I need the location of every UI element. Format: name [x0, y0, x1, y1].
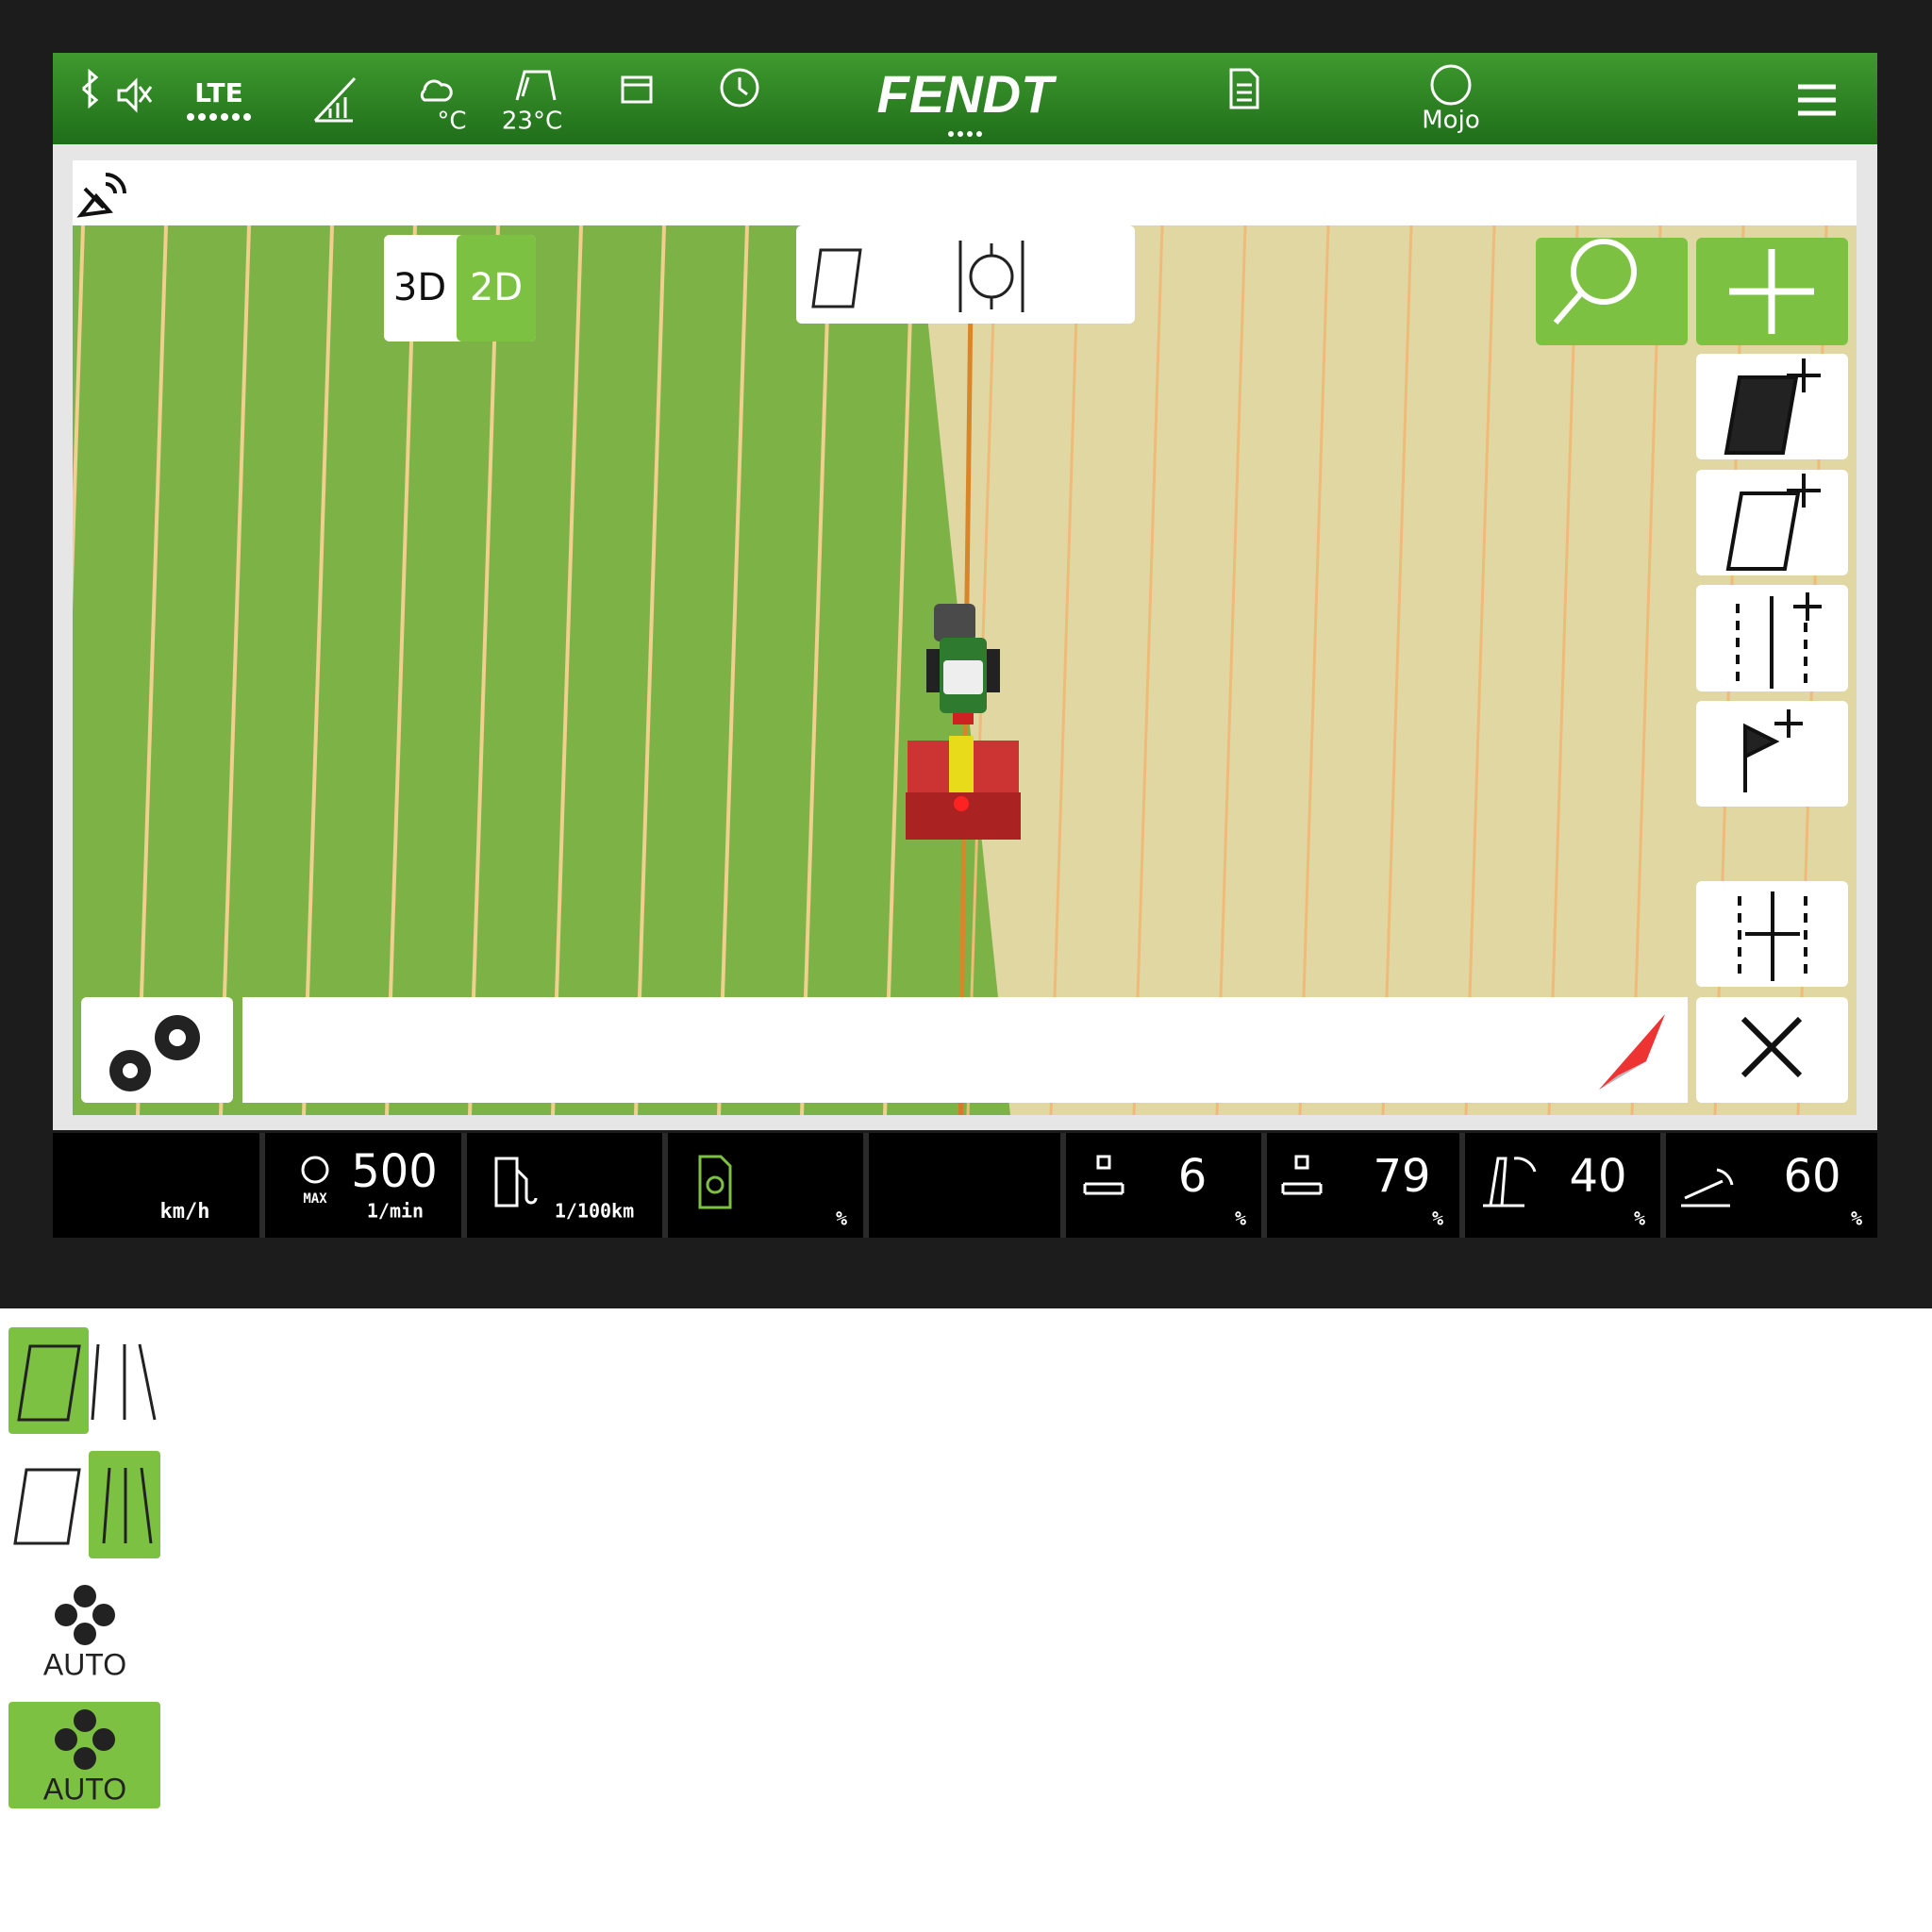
stripe: [1049, 225, 1081, 1115]
tractor: [906, 604, 1021, 1115]
stripe: [1464, 225, 1496, 1115]
user-name[interactable]: Mojo: [1422, 107, 1479, 135]
add-icon: [1729, 249, 1814, 334]
auto-label: AUTO: [43, 1647, 126, 1681]
cab-temperature: 23°C: [502, 108, 562, 136]
gauge-value: 40: [1569, 1150, 1626, 1203]
stripe: [1298, 225, 1330, 1115]
stripe: [634, 225, 666, 1115]
stripe: [800, 225, 832, 1115]
zoom-button[interactable]: [1536, 238, 1688, 345]
view-2d-active: [457, 235, 536, 341]
engine-speed: 500: [351, 1145, 438, 1198]
view-3d[interactable]: 3D: [393, 266, 446, 309]
status-icons: [82, 64, 1836, 123]
settings-icon: [109, 1015, 200, 1091]
tool-icons: [1724, 358, 1822, 1078]
view-2d[interactable]: 2D: [470, 266, 523, 309]
gauge-value: 6: [1178, 1150, 1208, 1203]
page-dots: [948, 131, 982, 137]
gauge-unit: %: [1851, 1208, 1862, 1230]
footer-icons: [301, 1155, 1734, 1209]
gps-icon: [76, 173, 126, 218]
stripe: [717, 225, 749, 1115]
track-mode-icon: [13, 1467, 153, 1545]
gauge-unit: %: [1634, 1208, 1645, 1230]
guidance-panel: [796, 225, 1135, 324]
stripe: [73, 225, 85, 611]
gauge-value: 79: [1373, 1150, 1430, 1203]
gauge-unit: %: [1235, 1208, 1246, 1230]
weather-unit: °C: [437, 108, 466, 136]
stripe: [883, 225, 915, 1115]
footer-bar: [53, 1133, 1877, 1238]
stripe: [302, 225, 334, 1115]
status-bar: [53, 53, 1877, 144]
auto-label-active: AUTO: [43, 1772, 126, 1806]
stripe: [1547, 225, 1579, 1115]
fuel-unit: 1/100km: [555, 1200, 634, 1223]
field-mode-icon: [17, 1343, 157, 1422]
add-field-outline[interactable]: [1696, 470, 1848, 575]
stripe: [1132, 225, 1164, 1115]
auto-icon: [55, 1585, 115, 1645]
gauge-unit: %: [1432, 1208, 1443, 1230]
stripe: [136, 225, 168, 1115]
stripe: [551, 225, 583, 1115]
guidance-icons: [811, 241, 1024, 312]
message-bar: [242, 997, 1688, 1103]
speed-unit: km/h: [160, 1200, 210, 1224]
legend: AUTO AUTO: [8, 1327, 160, 1808]
compass: [1599, 1014, 1665, 1090]
brand: FENDT: [877, 64, 1058, 124]
engine-max: MAX: [303, 1191, 327, 1207]
add-marker[interactable]: [1696, 701, 1848, 807]
stripe: [1630, 225, 1662, 1115]
gauge-value: 60: [1783, 1150, 1840, 1203]
lte-dots: [187, 113, 251, 121]
network: LTE: [194, 77, 242, 108]
auto-icon-active: [55, 1709, 115, 1770]
engine-unit: 1/min: [367, 1200, 424, 1223]
slip-unit: %: [836, 1208, 847, 1230]
compass-shadow: [1599, 1061, 1646, 1090]
hitch-gauges: 6%79%40%60%: [1178, 1150, 1862, 1230]
footer-separators: [259, 1133, 1666, 1238]
stripe: [1381, 225, 1413, 1115]
stripe: [1215, 225, 1247, 1115]
stripe: [219, 225, 251, 1115]
stripe: [385, 225, 417, 1115]
info-strip: [73, 160, 1857, 225]
zoom-icon: [1553, 239, 1638, 325]
settings-button[interactable]: [81, 997, 233, 1103]
stripe: [468, 225, 500, 1115]
